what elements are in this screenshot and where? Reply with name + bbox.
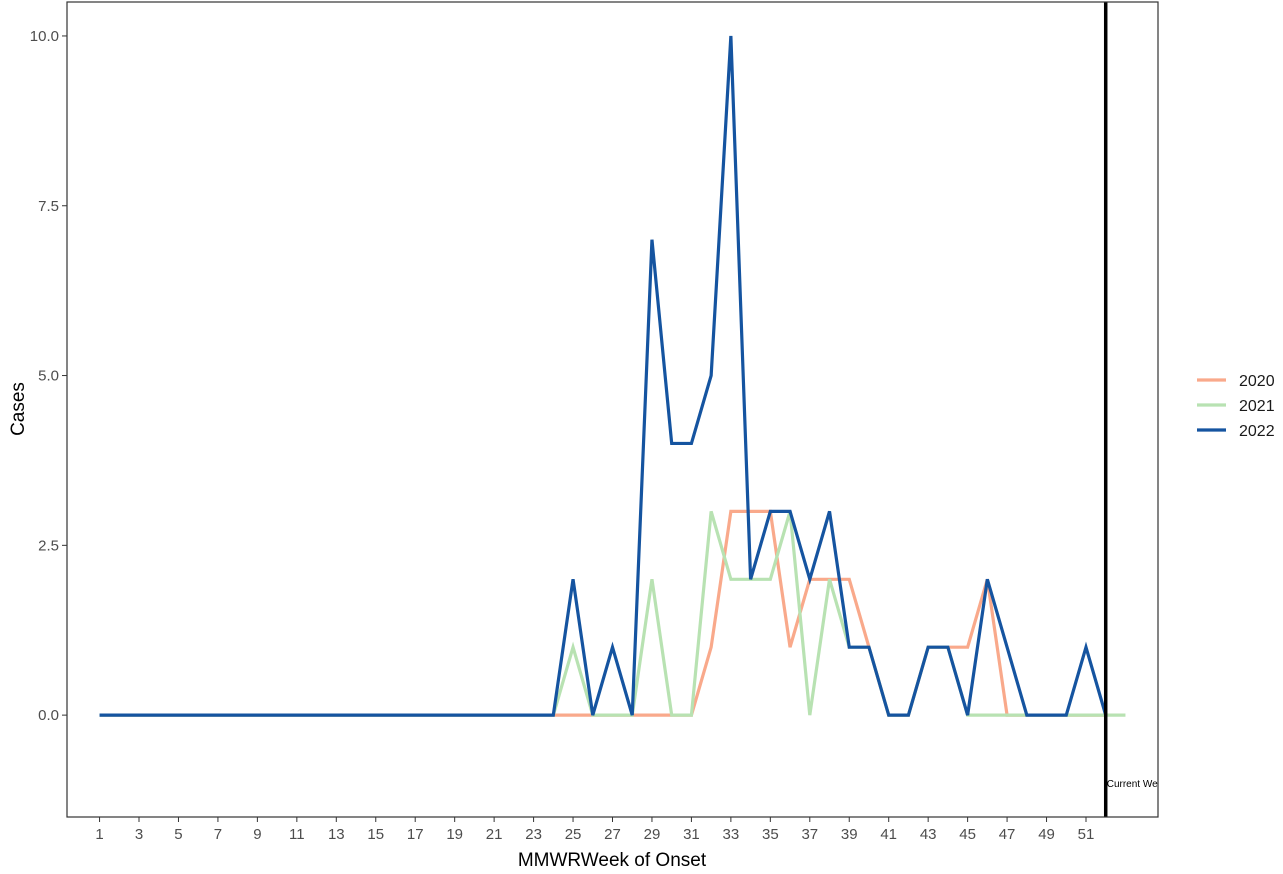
x-tick-label: 39 <box>841 826 858 843</box>
y-axis-title: Cases <box>8 382 29 436</box>
y-tick-label: 5.0 <box>38 368 59 385</box>
x-tick-label: 33 <box>723 826 740 843</box>
x-tick-label: 37 <box>801 826 818 843</box>
x-tick-label: 27 <box>604 826 621 843</box>
legend-label-2022: 2022 <box>1239 423 1275 440</box>
x-tick-label: 17 <box>407 826 424 843</box>
x-tick-label: 3 <box>135 826 143 843</box>
x-tick-label: 29 <box>644 826 661 843</box>
y-tick-label: 2.5 <box>38 537 59 554</box>
x-tick-label: 21 <box>486 826 503 843</box>
x-tick-label: 19 <box>446 826 463 843</box>
legend-label-2020: 2020 <box>1239 373 1275 390</box>
plot-panel-border <box>66 1 1159 818</box>
x-tick-label: 41 <box>880 826 897 843</box>
x-tick-label: 23 <box>525 826 542 843</box>
series-line-2022 <box>99 35 1108 717</box>
x-tick-label: 45 <box>959 826 976 843</box>
legend: 2020 2021 2022 <box>1197 373 1275 440</box>
x-tick-label: 13 <box>328 826 345 843</box>
x-tick-label: 49 <box>1038 826 1055 843</box>
x-tick-label: 51 <box>1078 826 1095 843</box>
y-tick-label: 7.5 <box>38 198 59 215</box>
y-tick-label: 0.0 <box>38 707 59 724</box>
x-tick-label: 1 <box>95 826 103 843</box>
x-tick-label: 9 <box>253 826 261 843</box>
current-week-annotation: Current Week <box>1103 2 1170 817</box>
legend-label-2021: 2021 <box>1239 398 1275 415</box>
x-tick-label: 5 <box>174 826 182 843</box>
x-tick-label: 7 <box>214 826 222 843</box>
x-axis: 1 3 5 7 9 11 13 15 17 19 21 23 25 27 29 31 33 35 37 39 41 43 4… <box>95 817 1094 843</box>
x-tick-label: 15 <box>367 826 384 843</box>
y-tick-label: 10.0 <box>30 28 59 45</box>
y-axis: 0.0 2.5 5.0 7.5 10.0 <box>30 28 67 724</box>
x-tick-label: 47 <box>999 826 1016 843</box>
x-tick-label: 35 <box>762 826 779 843</box>
current-week-label: Current Week <box>1107 779 1170 790</box>
x-tick-label: 25 <box>565 826 582 843</box>
x-tick-label: 43 <box>920 826 937 843</box>
x-tick-label: 31 <box>683 826 700 843</box>
x-axis-title: MMWRWeek of Onset <box>518 850 707 871</box>
x-tick-label: 11 <box>289 826 305 843</box>
series-lines <box>99 35 1126 717</box>
